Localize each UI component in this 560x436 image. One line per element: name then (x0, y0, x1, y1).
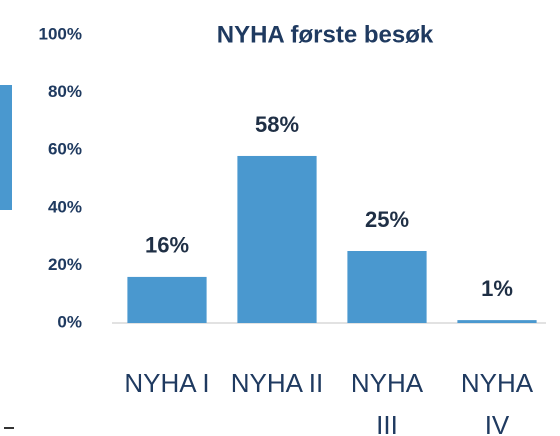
y-tick-label: 100% (39, 24, 82, 43)
y-tick-label: 0% (57, 312, 82, 331)
chart-title: NYHA første besøk (217, 21, 434, 48)
y-tick-label: 40% (48, 197, 82, 216)
data-label: 16% (145, 233, 189, 258)
y-tick-label: 20% (48, 255, 82, 274)
y-tick-label: 60% (48, 140, 82, 159)
bar (127, 276, 207, 323)
legend-swatch (0, 85, 12, 210)
bar (457, 320, 537, 323)
data-label: 25% (365, 207, 409, 232)
data-label: 1% (481, 276, 513, 301)
bar (237, 155, 317, 323)
x-tick-label: NYHA II (230, 368, 324, 398)
x-tick-label: NYHA I (124, 368, 210, 398)
data-label: 58% (255, 112, 299, 137)
y-tick-label: 80% (48, 82, 82, 101)
x-tick-label: NYHA IV (460, 368, 534, 436)
bar (347, 251, 427, 323)
x-tick-label: NYHA III (350, 368, 424, 436)
